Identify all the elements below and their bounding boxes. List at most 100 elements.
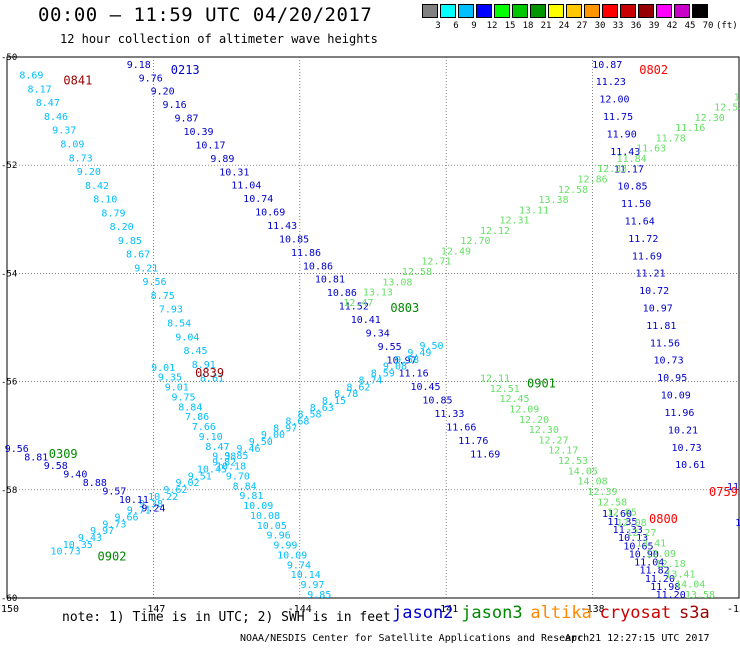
wave-height-value: 14.05	[568, 466, 598, 477]
wave-height-value: 12.20	[519, 415, 549, 426]
wave-height-value: 9.43	[78, 533, 102, 544]
wave-height-value: 9.62	[163, 485, 187, 496]
wave-height-value: 9.66	[115, 512, 139, 523]
wave-height-value: 7.66	[192, 422, 216, 433]
track-time-label: 0841	[63, 74, 92, 88]
lat-tick-label: -52	[1, 161, 17, 171]
color-scale-label: 12	[486, 21, 498, 31]
wave-height-value: 10.31	[219, 167, 249, 178]
wave-height-value: 9.18	[127, 60, 151, 71]
wave-height-value: 12.51	[490, 384, 520, 395]
wave-height-value: 13.41	[665, 569, 695, 580]
lon-tick-label: -147	[141, 604, 165, 615]
wave-height-value: 10.08	[250, 511, 280, 522]
wave-height-value: 12.49	[441, 246, 471, 257]
wave-height-value: 12.39	[587, 487, 617, 498]
wave-height-value: 9.10	[199, 432, 223, 443]
wave-height-value: 12.30	[529, 425, 559, 436]
color-scale-label: 18	[522, 21, 534, 31]
wave-height-value: 12.59	[734, 92, 740, 103]
wave-height-value: 11.33	[613, 525, 643, 536]
wave-height-value: 12.58	[597, 497, 627, 508]
wave-height-value: 11.69	[470, 449, 500, 460]
wave-height-value: 8.68	[285, 417, 309, 428]
wave-height-value: 10.11	[119, 495, 149, 506]
wave-height-value: 10.35	[63, 540, 93, 551]
wave-height-value: 9.46	[237, 444, 261, 455]
wave-height-value: 10.72	[639, 286, 669, 297]
wave-height-value: 8.10	[93, 195, 117, 206]
wave-height-value: 7.93	[159, 305, 183, 316]
wave-height-value: 8.88	[83, 478, 107, 489]
wave-height-value: 9.57	[102, 486, 126, 497]
page-title: 00:00 – 11:59 UTC 04/20/2017	[38, 4, 373, 26]
wave-height-value: 9.85	[307, 590, 331, 601]
wave-height-value: 11.16	[675, 123, 705, 134]
wave-height-value: 9.02	[176, 478, 200, 489]
color-swatch	[602, 4, 618, 18]
wave-height-value: 12.58	[402, 267, 432, 278]
wave-height-value: 10.73	[672, 443, 702, 454]
satellite-track: 9.18 9.76 9.20 9.16 9.87 10.39 10.17 9.89 10.31 1…	[127, 60, 501, 461]
wave-height-value: 8.84	[178, 402, 202, 413]
color-swatch	[620, 4, 636, 18]
lon-tick-label: -144	[288, 604, 312, 615]
wave-height-value: 10.09	[661, 391, 691, 402]
wave-height-value: 8.97	[273, 423, 297, 434]
wave-height-value: 11.69	[632, 251, 662, 262]
satellite-legend-item: cryosat	[599, 603, 672, 623]
color-swatch	[566, 4, 582, 18]
wave-height-value: 10.18	[216, 462, 246, 473]
satellite-track: 8.69 8.17 8.47 8.46 9.37 8.09 8.73 9.20 8.42 8.10…	[19, 71, 224, 385]
wave-height-value: 13.13	[363, 288, 393, 299]
wave-height-value: 8.81	[24, 452, 48, 463]
wave-height-value: 11.81	[646, 321, 676, 332]
wave-height-value: 8.45	[183, 346, 207, 357]
color-scale-label: 3	[435, 21, 441, 31]
wave-height-value: 11.50	[621, 199, 651, 210]
wave-height-value: 9.34	[366, 328, 390, 339]
wave-height-value: 9.38	[212, 452, 236, 463]
wave-height-value: 9.00	[261, 430, 285, 441]
wave-height-value: 9.87	[175, 114, 199, 125]
wave-height-value: 8.73	[69, 153, 93, 164]
color-swatch	[476, 4, 492, 18]
wave-height-value: 11.76	[458, 436, 488, 447]
wave-height-value: 12.31	[499, 216, 529, 227]
wave-height-value: 11.20	[645, 574, 675, 585]
wave-height-value: 8.67	[126, 250, 150, 261]
wave-height-value: 11.17	[614, 164, 644, 175]
wave-height-value: 11.78	[656, 133, 686, 144]
wave-height-value: 10.17	[195, 140, 225, 151]
color-scale-label: 36	[630, 21, 642, 31]
color-swatch	[458, 4, 474, 18]
wave-height-value: 9.55	[378, 342, 402, 353]
wave-height-value: 11.98	[650, 582, 680, 593]
track-time-label: 0759	[709, 485, 738, 499]
wave-height-value: 8.17	[28, 84, 52, 95]
wave-height-value: 9.96	[267, 531, 291, 542]
wave-height-value: 12.30	[695, 113, 725, 124]
wave-height-value: 11.21	[635, 269, 665, 280]
wave-height-value: 12.53	[558, 456, 588, 467]
page-subtitle: 12 hour collection of altimeter wave hei…	[60, 32, 378, 46]
wave-height-value: 10.69	[255, 208, 285, 219]
color-scale-label: 70	[702, 21, 714, 31]
wave-height-value: 9.56	[5, 444, 29, 455]
wave-height-value: 11.56	[650, 338, 680, 349]
wave-height-value: 14.08	[578, 477, 608, 488]
wave-height-value: 10.45	[197, 464, 227, 475]
wave-height-value: 9.01	[165, 383, 189, 394]
wave-height-value: 8.42	[85, 181, 109, 192]
satellite-legend-item: jason2	[392, 603, 454, 623]
wave-height-value: 12.58	[558, 185, 588, 196]
wave-height-value: 13.08	[382, 277, 412, 288]
lat-tick-label: -50	[1, 53, 17, 63]
wave-height-value: 9.49	[407, 348, 431, 359]
color-swatch	[494, 4, 510, 18]
wave-height-value: 9.35	[158, 373, 182, 384]
wave-height-value: 10.86	[327, 288, 357, 299]
wave-height-value: 12.70	[460, 236, 490, 247]
color-scale-label: 9	[471, 21, 477, 31]
